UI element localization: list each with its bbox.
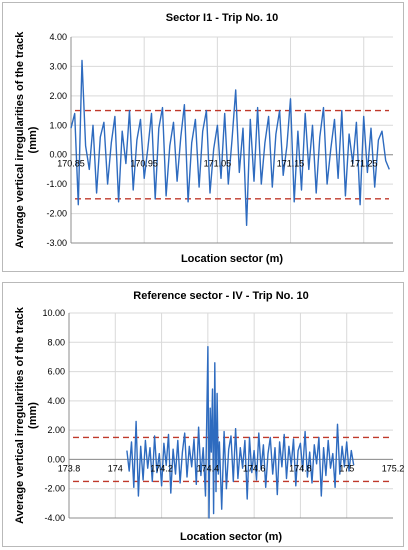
chart-reference-sector: Reference sector - IV - Trip No. 10 10.00…	[14, 290, 405, 543]
x-tick-label: 170.95	[130, 159, 158, 169]
y-tick-label: 8.00	[47, 337, 65, 347]
chart-title: Reference sector - IV - Trip No. 10	[133, 290, 308, 302]
y-tick-label: 2.00	[49, 91, 67, 101]
x-tick-label: 170.85	[57, 159, 85, 169]
x-tick-label: 174.2	[150, 463, 173, 473]
x-tick-label: 173.8	[58, 463, 81, 473]
x-tick-label: 175.2	[382, 463, 405, 473]
x-tick-label: 171.05	[204, 159, 232, 169]
x-axis-title: Location sector (m)	[180, 531, 282, 543]
data-series-line	[126, 346, 355, 519]
x-tick-label: 174.6	[243, 463, 266, 473]
y-tick-label: -3.00	[46, 238, 67, 248]
y-tick-label: -2.00	[44, 484, 65, 494]
x-tick-label: 171.25	[350, 159, 378, 169]
x-tick-label: 175	[339, 463, 354, 473]
y-axis-title: Average vertical irregularities of the t…	[14, 306, 39, 524]
y-tick-label: 4.00	[49, 32, 67, 42]
x-tick-label: 174	[108, 463, 123, 473]
y-tick-label: -4.00	[44, 513, 65, 523]
y-tick-label: 2.00	[47, 425, 65, 435]
y-tick-label: 0.00	[47, 454, 65, 464]
y-tick-label: 6.00	[47, 367, 65, 377]
x-axis-title: Location sector (m)	[181, 253, 283, 265]
x-tick-label: 174.4	[197, 463, 220, 473]
y-tick-label: 3.00	[49, 61, 67, 71]
y-tick-label: -2.00	[46, 209, 67, 219]
y-tick-label: 4.00	[47, 396, 65, 406]
y-tick-label: -1.00	[46, 179, 67, 189]
chart-sector-i1: Sector I1 - Trip No. 10 4.00 3.00 2.00 1.00 0…	[14, 12, 393, 265]
chart-panel-sector-i1: Sector I1 - Trip No. 10 4.00 3.00 2.00 1.00 0…	[2, 2, 404, 272]
data-series-line	[70, 59, 390, 227]
x-tick-label: 171.15	[277, 159, 305, 169]
y-tick-label: 1.00	[49, 120, 67, 130]
y-axis-title: Average vertical irregularities of the t…	[14, 31, 39, 249]
y-tick-label: 10.00	[42, 308, 65, 318]
chart-panel-reference-sector: Reference sector - IV - Trip No. 10 10.00…	[2, 282, 404, 547]
x-tick-label: 174.8	[289, 463, 312, 473]
chart-title: Sector I1 - Trip No. 10	[166, 12, 278, 24]
y-tick-label: 0.00	[49, 150, 67, 160]
